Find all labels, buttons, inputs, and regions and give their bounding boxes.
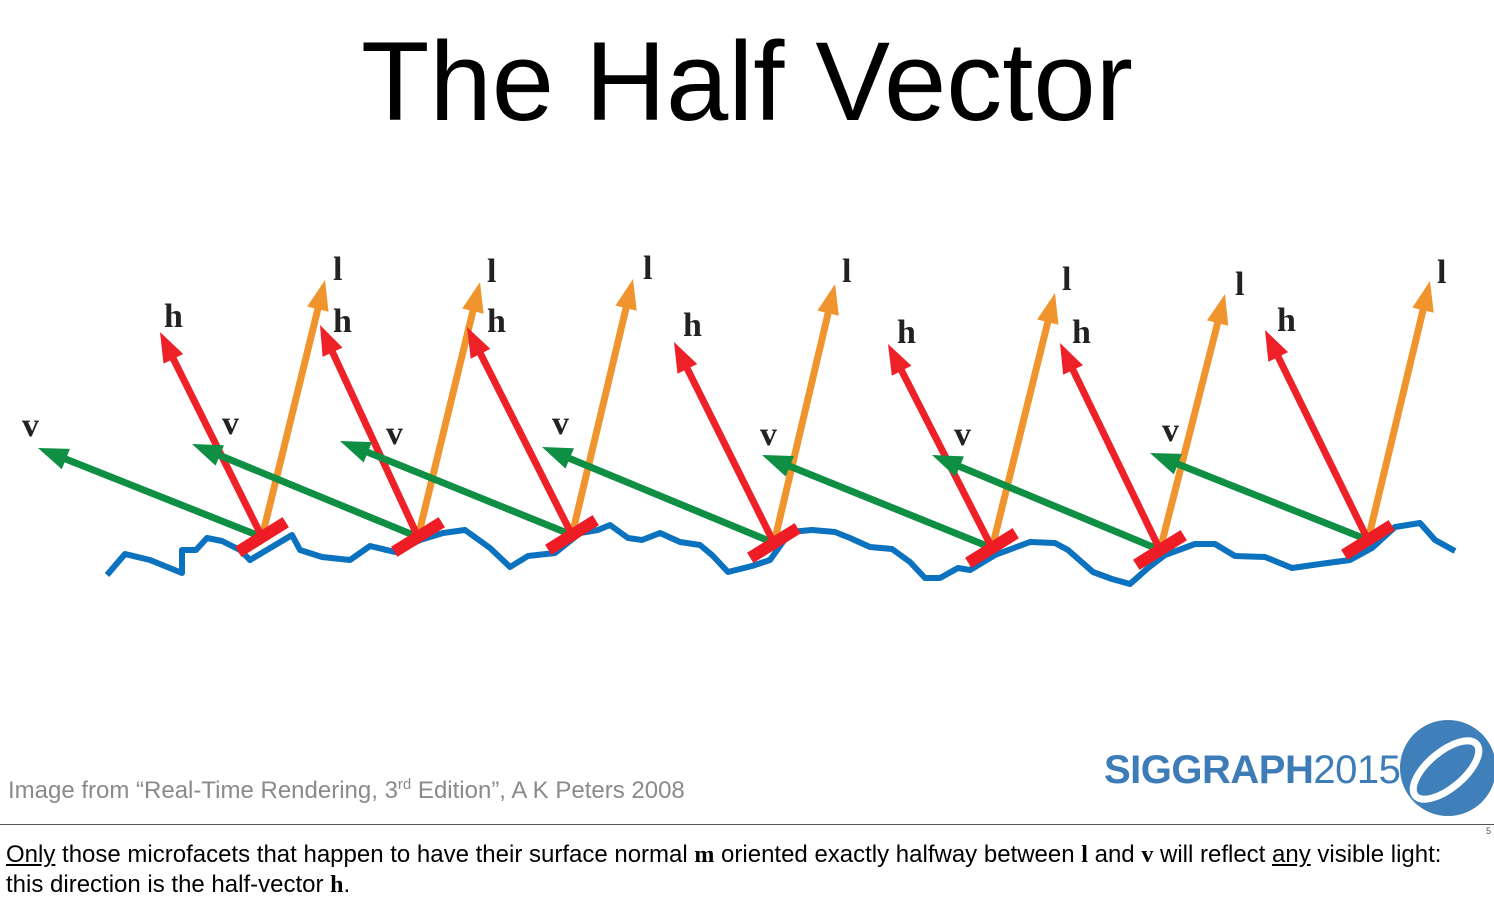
view-vector-label: v	[760, 416, 777, 453]
half-vector-label: h	[487, 303, 506, 340]
microfacet	[235, 517, 289, 557]
view-vector-arrow	[38, 448, 264, 541]
view-vector-arrow	[192, 444, 420, 541]
microfacets	[235, 515, 1395, 570]
half-vector-arrow	[888, 344, 996, 550]
light-vector-arrow	[568, 279, 637, 536]
light-vector-arrow	[1364, 281, 1434, 541]
siggraph-logo: SIGGRAPH2015	[1104, 716, 1494, 820]
light-vector-label: l	[1235, 266, 1244, 303]
view-vector-label: v	[386, 415, 403, 452]
half-vector-arrow	[467, 327, 576, 537]
half-vector-arrow	[1265, 330, 1372, 542]
logo-wordmark: SIGGRAPH	[1104, 748, 1314, 792]
microfacet	[391, 517, 445, 557]
speaker-notes: Only those microfacets that happen to ha…	[6, 841, 1442, 898]
view-vector-label: v	[954, 416, 971, 453]
view-vector-arrow	[762, 455, 994, 552]
half-vector-label: h	[683, 307, 702, 344]
view-vector-arrow	[542, 447, 776, 547]
half-vector-label: h	[1072, 314, 1091, 351]
microfacet	[1133, 530, 1187, 570]
microfacet	[965, 528, 1019, 568]
half-vector-label: h	[333, 303, 352, 340]
notes-divider	[0, 824, 1494, 825]
half-vector-arrow	[320, 325, 422, 539]
microsurface-line	[104, 520, 1457, 587]
view-vector-arrow	[1150, 453, 1370, 544]
vector-arrows	[38, 279, 1434, 554]
half-vector-label: h	[164, 298, 183, 335]
view-vector-arrow	[340, 441, 574, 539]
page-number: 5	[1486, 826, 1492, 836]
light-vector-label: l	[643, 250, 652, 287]
light-vector-arrow	[1156, 294, 1229, 551]
light-vector-label: l	[333, 251, 342, 288]
half-vector-label: h	[1277, 302, 1296, 339]
light-vector-label: l	[1062, 261, 1071, 298]
view-vector-label: v	[22, 407, 39, 444]
light-vector-arrow	[988, 293, 1059, 549]
light-vector-label: l	[487, 253, 496, 290]
slide-title: The Half Vector	[361, 19, 1133, 144]
view-vector-label: v	[222, 405, 239, 442]
logo-year: 2015	[1313, 748, 1401, 792]
microfacet	[1341, 520, 1395, 560]
image-credit: Image from “Real-Time Rendering, 3rd Edi…	[8, 776, 685, 804]
view-vector-arrow	[932, 455, 1162, 554]
half-vector-label: h	[897, 314, 916, 351]
view-vector-label: v	[552, 405, 569, 442]
light-vector-arrow	[770, 284, 839, 544]
microfacet	[545, 515, 599, 555]
siggraph-swirl-icon	[1400, 720, 1494, 816]
light-vector-arrow	[414, 282, 484, 538]
light-vector-label: l	[842, 253, 851, 290]
view-vector-label: v	[1162, 412, 1179, 449]
half-vector-arrow	[674, 342, 778, 545]
half-vector-arrow	[1060, 343, 1164, 552]
microfacet	[747, 523, 801, 563]
light-vector-label: l	[1437, 254, 1446, 291]
light-vector-arrow	[258, 280, 329, 538]
